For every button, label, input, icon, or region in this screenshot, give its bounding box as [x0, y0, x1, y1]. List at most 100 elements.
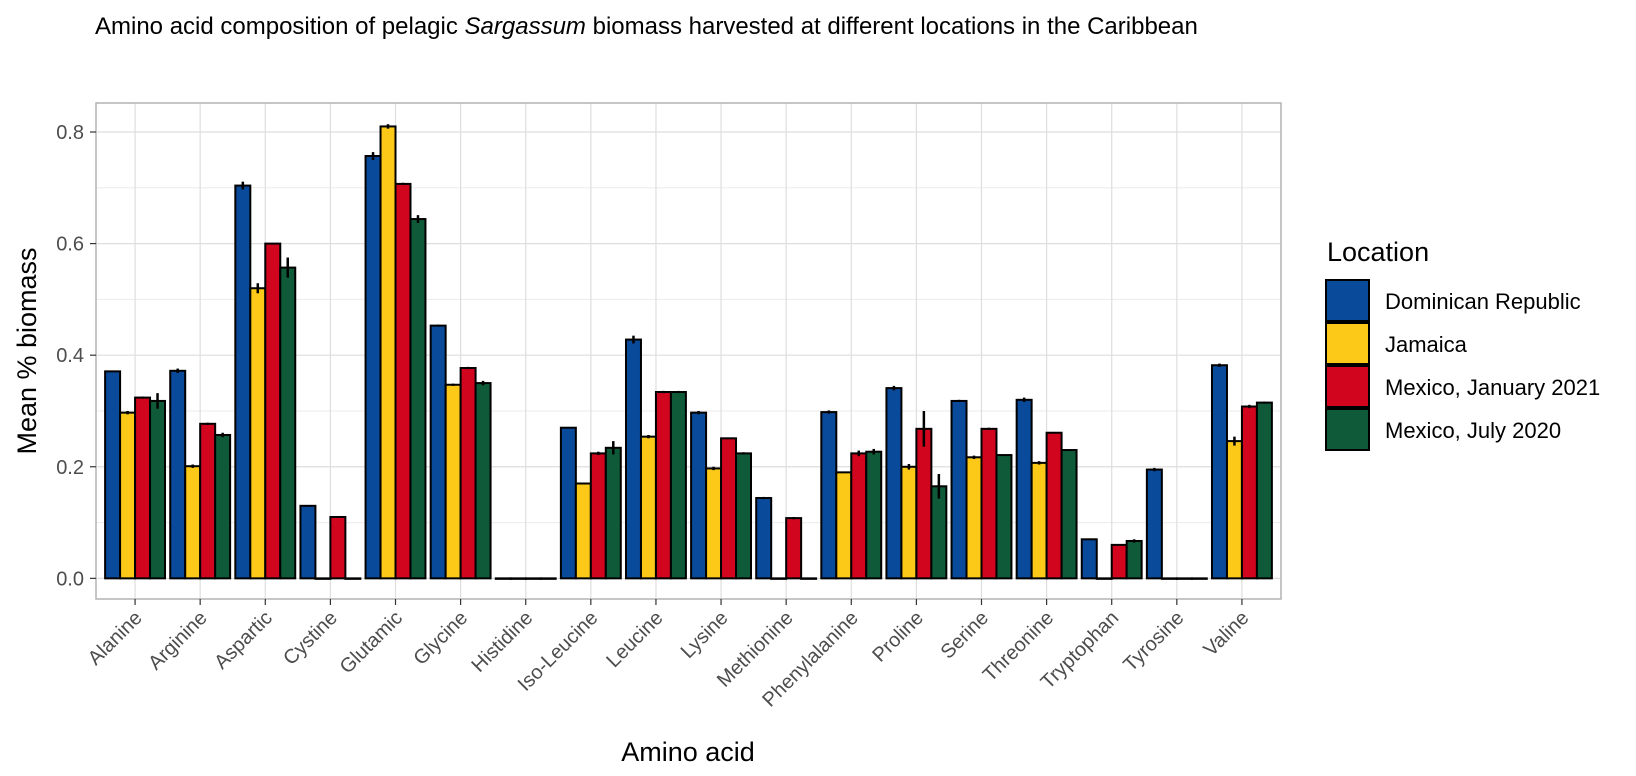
legend-title: Location: [1327, 237, 1429, 267]
bar: [865, 450, 883, 580]
bar: [770, 577, 788, 580]
bar: [900, 465, 918, 580]
bar: [690, 411, 708, 580]
legend-label: Jamaica: [1385, 332, 1468, 357]
bar: [589, 452, 607, 580]
legend-key: [1325, 365, 1370, 408]
bar: [705, 467, 723, 580]
bar: [459, 367, 477, 580]
y-tick-label: 0.0: [56, 568, 84, 590]
y-tick-label: 0.8: [56, 122, 84, 144]
bar: [820, 411, 838, 580]
bar: [995, 454, 1013, 580]
x-tick-label: Proline: [868, 607, 928, 667]
bar: [494, 577, 512, 580]
bar: [604, 446, 622, 580]
bar: [639, 435, 657, 580]
x-tick-label: Glycine: [409, 607, 472, 670]
bar: [409, 218, 427, 580]
bar: [524, 577, 542, 580]
x-tick-label: Alanine: [84, 607, 147, 670]
bar: [509, 577, 527, 580]
bar: [119, 411, 137, 580]
bar: [574, 482, 592, 580]
bar: [885, 387, 903, 580]
x-tick-label: Lysine: [677, 607, 733, 663]
x-tick-label: Serine: [937, 607, 993, 663]
bar: [149, 399, 167, 580]
chart-title-part-1: Amino acid composition of pelagic: [95, 13, 465, 40]
bar: [1160, 577, 1178, 580]
legend-label: Dominican Republic: [1385, 289, 1581, 314]
bar: [314, 577, 332, 580]
legend: Location Dominican Republic Jamaica Mexico…: [1325, 237, 1600, 451]
bar: [835, 471, 853, 580]
bar: [1080, 538, 1098, 580]
bar: [1060, 449, 1078, 580]
bar: [329, 515, 347, 580]
x-tick-label: Aspartic: [210, 607, 277, 674]
bar: [720, 437, 738, 580]
bar: [299, 504, 317, 580]
bar: [134, 396, 152, 580]
error-bars: [126, 124, 1266, 543]
bar: [559, 426, 577, 580]
bar: [800, 577, 818, 580]
y-tick-label: 0.2: [56, 457, 84, 479]
x-tick-label: Cystine: [279, 607, 342, 670]
legend-label: Mexico, January 2021: [1385, 375, 1600, 400]
bar: [214, 433, 232, 580]
y-tick-label: 0.4: [56, 345, 84, 367]
x-tick-label: Valine: [1200, 607, 1254, 661]
bar: [624, 338, 642, 580]
x-tick-label: Arginine: [144, 607, 211, 674]
bar: [474, 382, 492, 580]
bar: [234, 184, 252, 580]
bar: [1255, 401, 1273, 580]
bar: [1210, 364, 1228, 580]
bar: [539, 577, 557, 580]
chart-title-part-3: biomass harvested at different locations…: [586, 13, 1198, 40]
bar: [184, 465, 202, 580]
bar: [930, 485, 948, 580]
bars: [104, 125, 1273, 580]
bar: [104, 370, 122, 580]
bar: [950, 399, 968, 580]
bar: [1095, 577, 1113, 580]
bar: [1240, 405, 1258, 580]
bar: [429, 324, 447, 580]
x-tick-label: Leucine: [602, 607, 667, 672]
y-axis: 0.0 0.2 0.4 0.6 0.8: [56, 122, 96, 590]
bar: [344, 577, 362, 580]
bar: [755, 497, 773, 580]
panel-border: [95, 102, 1282, 600]
chart-title-part-2: Sargassum: [465, 13, 586, 40]
bar: [264, 242, 282, 580]
bar: [249, 287, 267, 580]
y-tick-label: 0.6: [56, 234, 84, 256]
bar: [169, 369, 187, 580]
bar: [1145, 468, 1163, 580]
bar: [379, 125, 397, 580]
bar: [199, 422, 217, 580]
bar: [1030, 461, 1048, 580]
legend-label: Mexico, July 2020: [1385, 418, 1561, 443]
legend-key: [1325, 408, 1370, 451]
bar: [279, 266, 297, 580]
bar: [965, 456, 983, 580]
bar: [1225, 440, 1243, 580]
bar: [444, 383, 462, 580]
bar: [785, 517, 803, 580]
x-tick-label: Glutamic: [336, 607, 407, 678]
bar: [1190, 577, 1208, 580]
x-axis-title: Amino acid: [621, 737, 755, 767]
y-axis-title: Mean % biomass: [12, 247, 42, 454]
bar: [735, 452, 753, 580]
bar: [1125, 539, 1143, 580]
chart-title: Amino acid composition of pelagic Sargas…: [95, 13, 1198, 40]
legend-key: [1325, 322, 1370, 365]
bar: [364, 155, 382, 580]
bar: [654, 391, 672, 580]
